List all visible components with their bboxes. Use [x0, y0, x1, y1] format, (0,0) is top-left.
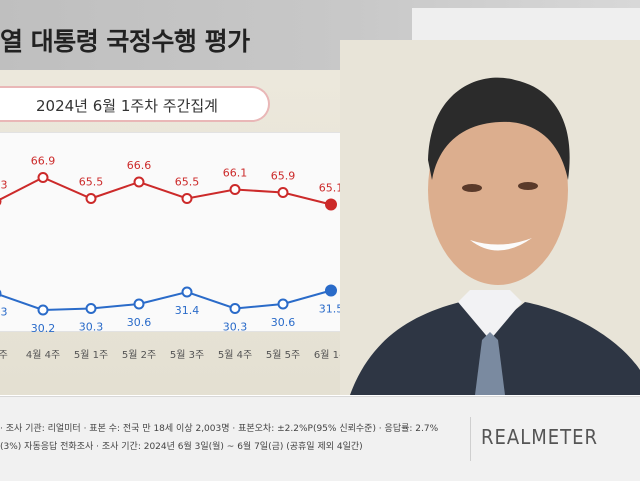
data-label: 31.5 [319, 303, 344, 316]
chart-title: 열 대통령 국정수행 평가 [0, 27, 250, 56]
series-line-2 [0, 289, 332, 312]
data-point [85, 193, 97, 204]
header-strip [412, 8, 640, 44]
header-banner: 열 대통령 국정수행 평가 [0, 0, 640, 70]
x-tick-label: 5월 5주 [266, 349, 300, 361]
x-tick-label: 4월 4주 [26, 349, 60, 361]
data-label: 65.9 [271, 170, 296, 183]
data-point [181, 193, 193, 204]
data-label: 65.1 [319, 182, 344, 195]
data-label: 66.6 [127, 159, 152, 172]
data-label: 3 [1, 179, 8, 192]
data-point [133, 176, 145, 188]
data-point [325, 284, 337, 297]
data-point [0, 289, 2, 298]
data-label: 3 [1, 306, 8, 319]
data-label: 30.2 [31, 322, 56, 335]
data-point [229, 184, 241, 195]
footer-divider [470, 417, 471, 461]
footer-panel: · 조사 기관: 리얼미터 · 표본 수: 전국 만 18세 이상 2,003명… [0, 396, 640, 481]
series-line-1 [0, 176, 332, 206]
data-label: 30.3 [79, 321, 104, 334]
line-chart: 3 66.9 65.5 66.6 65.5 66.1 65.9 65.1 3 30.2 30.3 30… [0, 155, 348, 361]
data-label: 31.4 [175, 304, 200, 317]
survey-note-2: (3%) 자동응답 전화조사 · 조사 기간: 2024년 6월 3일(월) ~… [0, 442, 363, 452]
data-point [181, 286, 193, 298]
data-label: 65.5 [175, 176, 200, 189]
brand-logo: REALMETER [481, 425, 598, 449]
data-point [229, 303, 241, 314]
x-tick-label: 5월 3주 [170, 349, 204, 361]
portrait-photo [340, 40, 640, 395]
data-point [325, 198, 337, 211]
data-point [277, 187, 289, 198]
data-point [37, 172, 49, 183]
period-label: 2024년 6월 1주차 주간집계 [36, 97, 218, 115]
x-tick-label: 5월 1주 [74, 349, 108, 361]
x-tick-label: 6월 1주 [314, 349, 348, 361]
data-point [133, 298, 145, 310]
data-point [277, 298, 289, 310]
data-label: 30.6 [271, 316, 296, 329]
data-point [37, 304, 49, 316]
x-tick-label: 3주 [0, 350, 8, 361]
survey-note-1: · 조사 기관: 리얼미터 · 표본 수: 전국 만 18세 이상 2,003명… [0, 424, 439, 434]
data-label: 65.5 [79, 176, 104, 189]
x-tick-label: 5월 2주 [122, 349, 156, 361]
data-label: 30.3 [223, 321, 248, 334]
period-badge: 2024년 6월 1주차 주간집계 [0, 86, 270, 122]
data-point [0, 197, 2, 206]
data-point [85, 303, 97, 314]
data-label: 66.1 [223, 167, 248, 180]
data-label: 30.6 [127, 316, 152, 329]
x-tick-label: 5월 4주 [218, 349, 252, 361]
data-label: 66.9 [31, 155, 56, 168]
